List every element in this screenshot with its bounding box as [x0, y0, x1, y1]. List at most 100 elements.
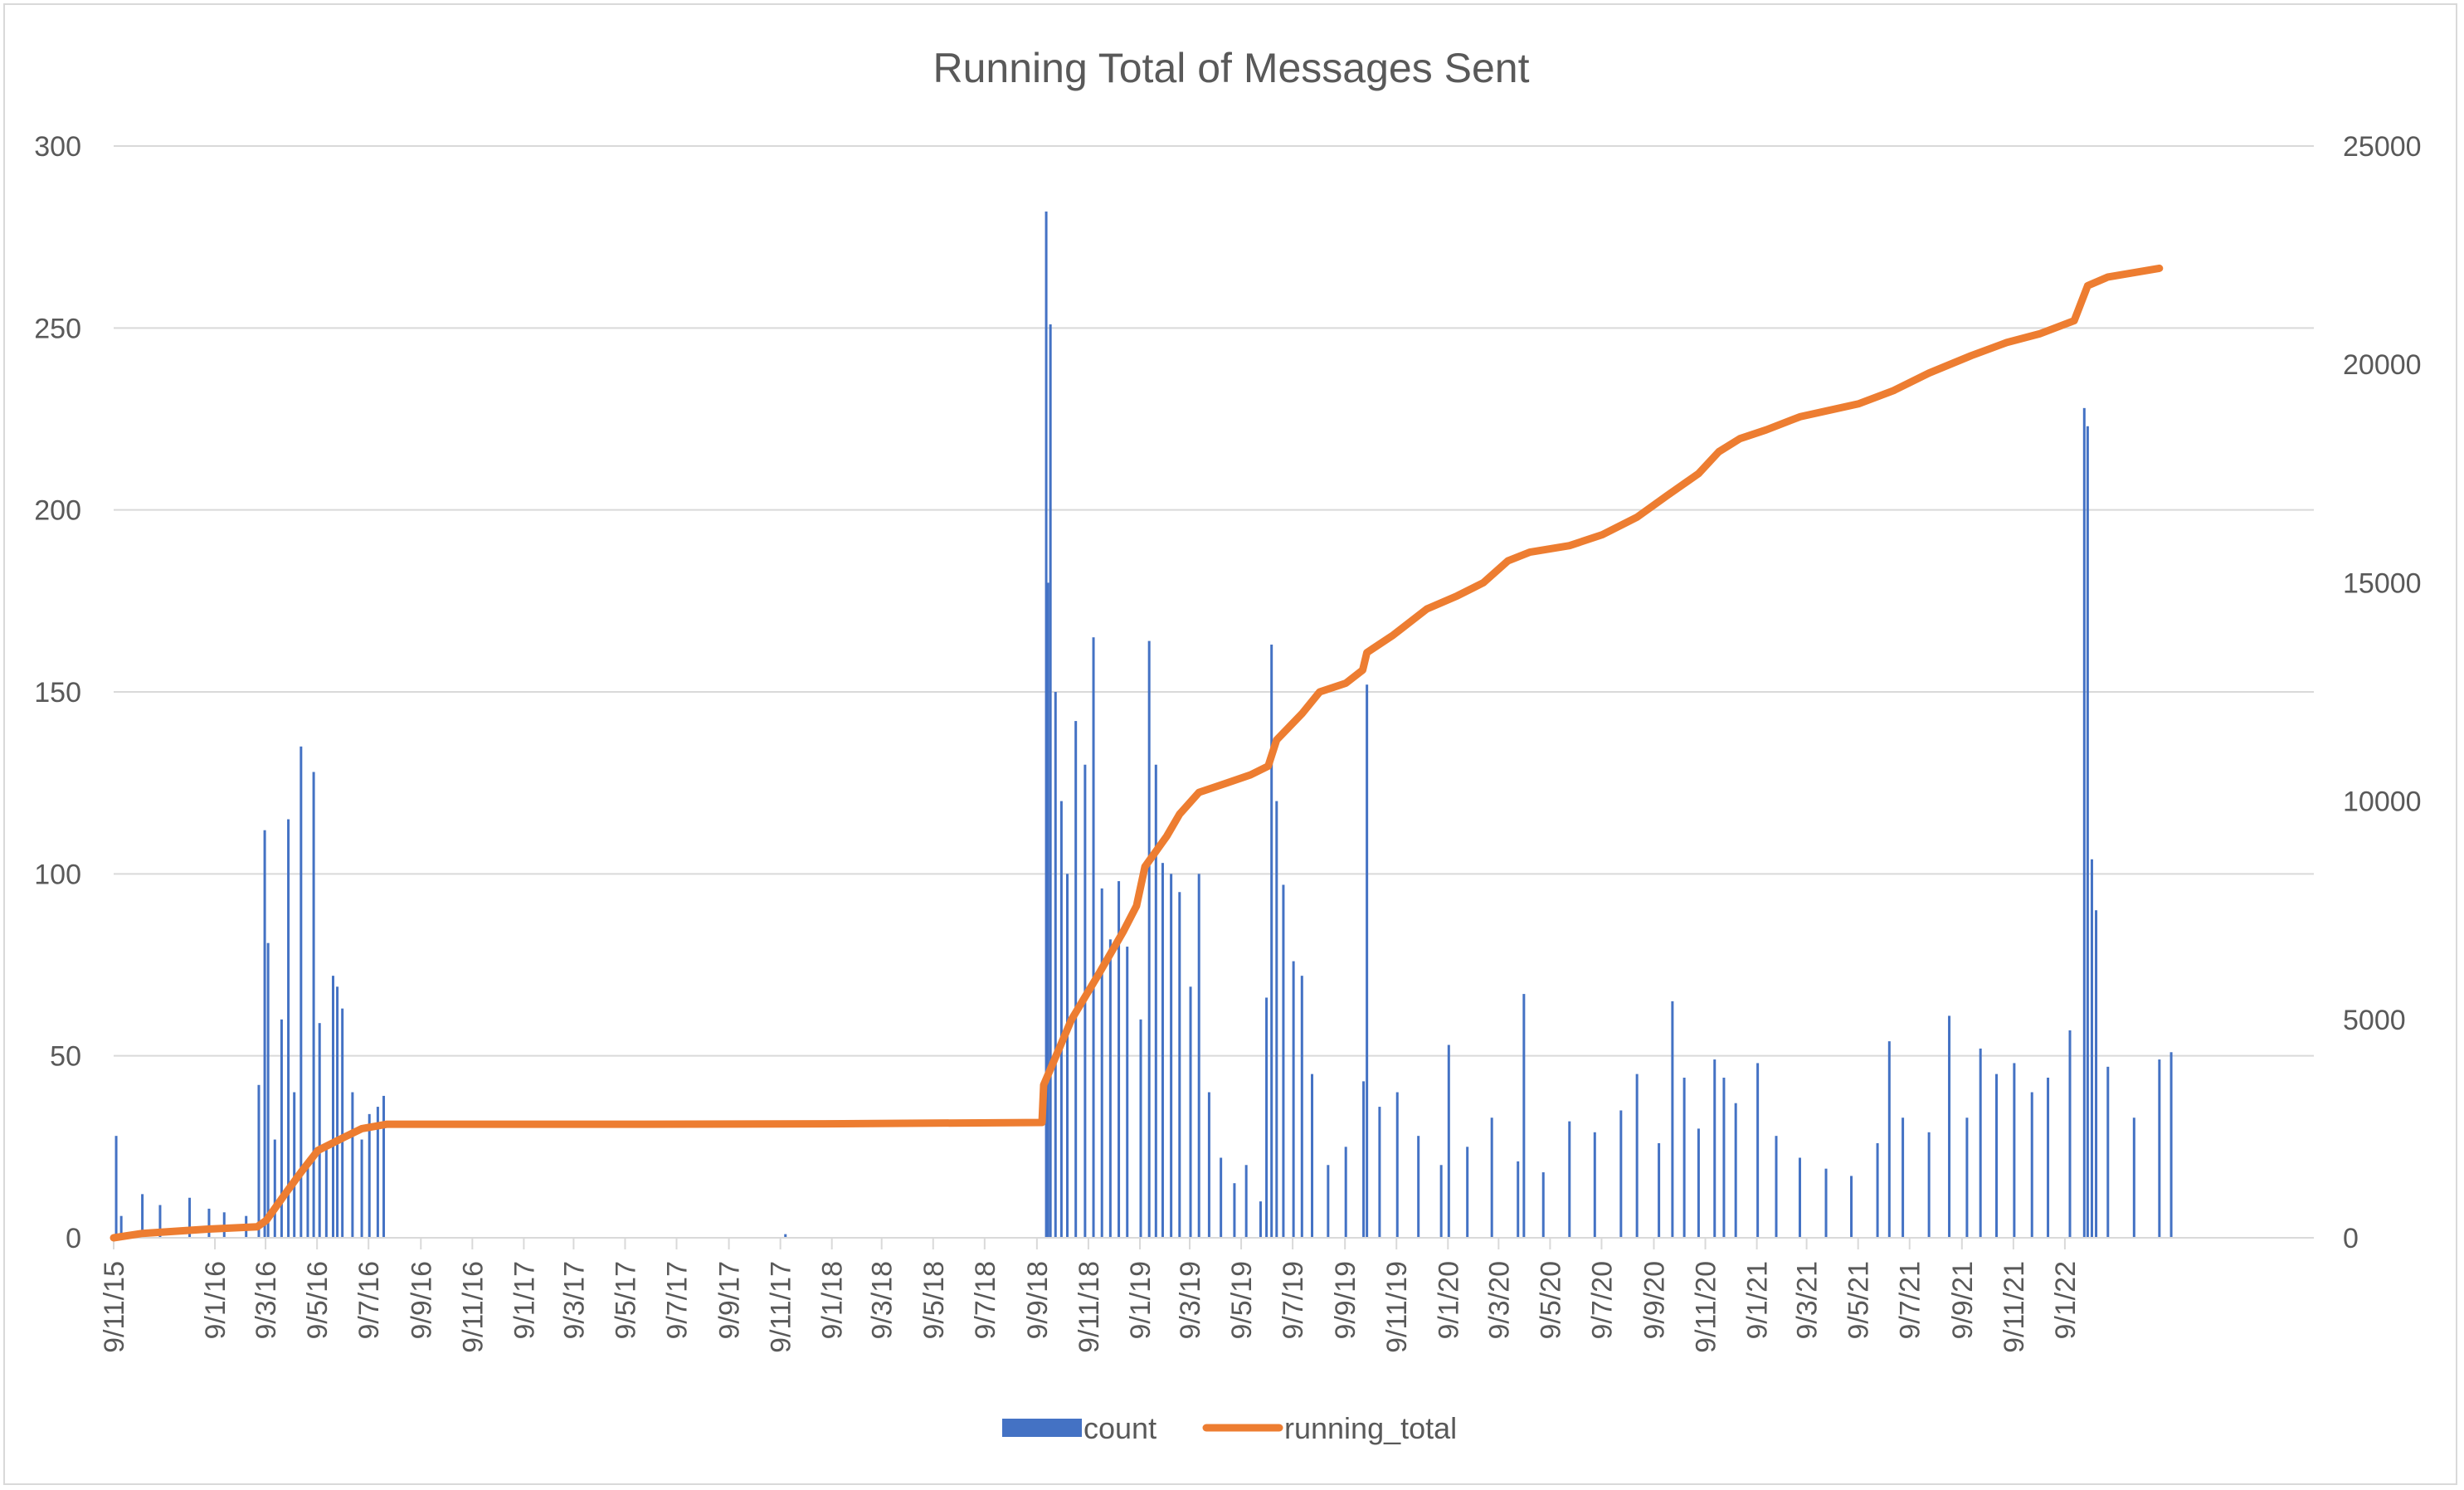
- x-tick-label: 9/5/19: [1226, 1261, 1258, 1340]
- right-tick-label: 5000: [2343, 1005, 2406, 1036]
- count-bar: [188, 1197, 192, 1238]
- count-bar: [1824, 1168, 1828, 1238]
- count-bar: [368, 1113, 371, 1238]
- count-bar: [1362, 1081, 1366, 1238]
- left-tick-label: 100: [34, 859, 81, 890]
- x-tick-label: 9/3/17: [558, 1261, 590, 1340]
- count-bar: [1154, 764, 1157, 1238]
- legend-count-swatch: [1002, 1419, 1082, 1437]
- count-bar: [351, 1092, 354, 1238]
- count-bar: [1756, 1063, 1760, 1238]
- x-tick-label: 9/11/20: [1691, 1261, 1722, 1353]
- count-bar: [119, 1215, 123, 1238]
- x-tick-label: 9/5/16: [302, 1261, 334, 1340]
- x-tick-label: 9/11/19: [1381, 1261, 1413, 1353]
- count-bar: [1066, 874, 1069, 1238]
- count-bar: [1270, 644, 1273, 1238]
- count-bar: [263, 830, 266, 1238]
- count-bar: [1300, 976, 1303, 1238]
- count-bar: [287, 819, 290, 1238]
- count-bar: [1378, 1107, 1381, 1238]
- count-bar: [1439, 1165, 1443, 1238]
- count-bar: [382, 1095, 386, 1238]
- left-tick-label: 50: [50, 1041, 81, 1073]
- count-bar: [1682, 1077, 1686, 1238]
- x-tick-label: 9/1/19: [1125, 1261, 1157, 1340]
- count-bar: [257, 1084, 261, 1238]
- x-tick-label: 9/3/19: [1175, 1261, 1206, 1340]
- count-bar: [1233, 1183, 1236, 1238]
- x-tick-label: 9/7/21: [1895, 1261, 1926, 1340]
- count-bar: [1054, 692, 1057, 1238]
- x-tick-label: 9/5/21: [1843, 1261, 1875, 1340]
- right-tick-label: 25000: [2343, 131, 2422, 163]
- count-bar: [1189, 986, 1192, 1238]
- left-tick-label: 0: [66, 1223, 81, 1254]
- count-bar: [293, 1092, 296, 1238]
- count-bar: [1108, 939, 1112, 1238]
- left-tick-label: 300: [34, 131, 81, 163]
- count-bar: [1713, 1059, 1717, 1238]
- right-tick-label: 15000: [2343, 567, 2422, 599]
- x-tick-label: 9/9/16: [406, 1261, 437, 1340]
- legend-running-total-label: running_total: [1284, 1411, 1457, 1445]
- count-bar: [784, 1234, 787, 1238]
- count-bar: [1207, 1092, 1210, 1238]
- count-bar: [2030, 1092, 2033, 1238]
- x-tick-label: 9/1/20: [1433, 1261, 1464, 1340]
- count-bar: [1366, 684, 1369, 1238]
- left-axis-ticks: 0 50 100 150 200 250 300: [34, 131, 81, 1254]
- right-tick-label: 10000: [2343, 786, 2422, 818]
- chart-svg: Running Total of Messages Sent 0 50 100 150…: [34, 45, 2422, 1445]
- count-bar: [1147, 640, 1151, 1238]
- count-bar: [2047, 1077, 2050, 1238]
- right-axis-ticks: 0 5000 10000 15000 20000 25000: [2343, 131, 2422, 1254]
- count-bar: [1887, 1041, 1891, 1238]
- count-bar: [1178, 892, 1181, 1238]
- count-bar: [1118, 881, 1121, 1238]
- count-bar: [158, 1205, 162, 1238]
- gridlines: [114, 145, 2314, 1057]
- count-bar: [1417, 1136, 1420, 1238]
- count-bar: [1395, 1092, 1399, 1238]
- left-tick-label: 250: [34, 313, 81, 344]
- count-bar: [1220, 1157, 1223, 1238]
- count-bar: [2095, 910, 2098, 1238]
- count-bar: [2068, 1030, 2072, 1238]
- left-tick-label: 150: [34, 677, 81, 708]
- count-bar: [1170, 874, 1173, 1238]
- count-bar: [1045, 211, 1048, 1239]
- count-bar: [1447, 1044, 1450, 1238]
- count-bar: [1619, 1110, 1623, 1238]
- x-tick-label: 9/5/17: [610, 1261, 641, 1340]
- x-tick-label: 9/3/20: [1483, 1261, 1515, 1340]
- x-tick-label: 9/11/18: [1074, 1261, 1105, 1353]
- x-tick-label: 9/9/17: [714, 1261, 746, 1340]
- x-tick-label: 9/1/16: [200, 1261, 231, 1340]
- count-bar: [1311, 1074, 1314, 1238]
- running-total-line: [110, 264, 2164, 1242]
- count-bar: [1541, 1172, 1545, 1238]
- count-bar: [341, 1008, 344, 1238]
- count-bar: [299, 746, 303, 1238]
- count-bar: [1948, 1015, 1951, 1238]
- count-bar: [1850, 1176, 1853, 1238]
- count-bar: [1074, 721, 1078, 1238]
- x-axis-ticks: 9/11/15 9/1/16 9/3/16 9/5/16 9/7/16 9/9/16 9/1…: [99, 1238, 2082, 1353]
- count-bar: [114, 1136, 118, 1238]
- count-bar: [2090, 859, 2093, 1238]
- x-tick-label: 9/3/16: [251, 1261, 282, 1340]
- count-bar: [1568, 1121, 1571, 1238]
- count-bar: [1522, 994, 1526, 1238]
- legend: count running_total: [1002, 1411, 1457, 1445]
- x-tick-label: 9/7/16: [353, 1261, 385, 1340]
- count-bar: [1292, 961, 1295, 1238]
- count-bar: [1126, 947, 1129, 1238]
- count-bar: [141, 1194, 144, 1238]
- count-bar: [2169, 1052, 2173, 1238]
- count-bar: [306, 1165, 309, 1238]
- count-bar: [207, 1208, 211, 1238]
- count-bar: [331, 976, 334, 1238]
- x-tick-label: 9/11/17: [766, 1261, 797, 1353]
- x-tick-label: 9/11/16: [457, 1261, 489, 1353]
